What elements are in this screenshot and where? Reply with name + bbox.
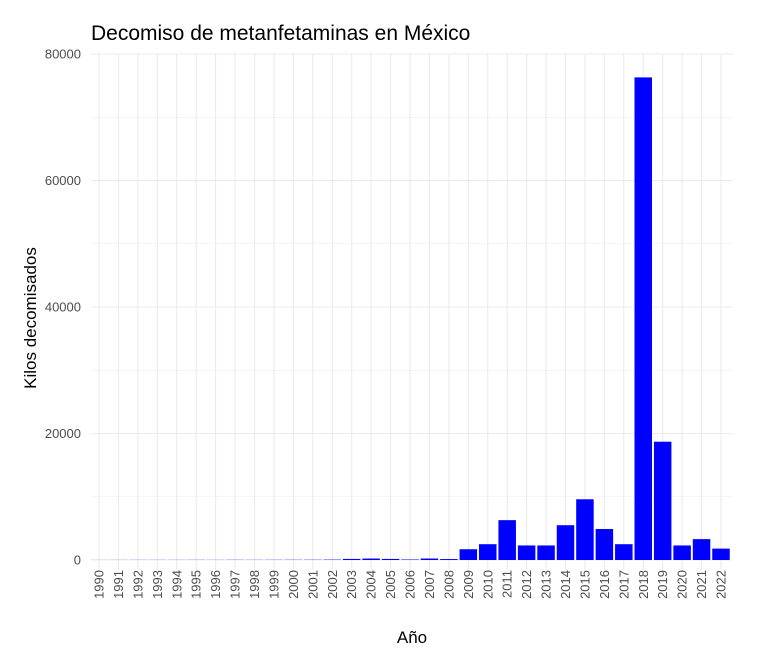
bar-2005 <box>381 558 400 560</box>
x-tick-label: 2001 <box>305 570 320 599</box>
x-tick-label: 2010 <box>480 570 495 599</box>
y-tick-label: 40000 <box>45 300 81 315</box>
bar-2017 <box>615 544 633 560</box>
x-tick-label: 2016 <box>597 570 612 599</box>
bar-2013 <box>537 545 555 560</box>
x-tick-label: 2005 <box>383 570 398 599</box>
bar-2007 <box>420 558 439 560</box>
bar-2003 <box>342 558 361 560</box>
bar-2016 <box>595 529 614 560</box>
bar-2014 <box>556 525 575 560</box>
x-tick-label: 1994 <box>169 570 184 599</box>
grid-lines <box>91 53 733 570</box>
x-tick-label: 1999 <box>266 570 281 599</box>
x-tick-label: 2022 <box>714 570 729 599</box>
bars <box>90 77 730 560</box>
x-tick-label: 1993 <box>150 570 165 599</box>
x-tick-label: 2017 <box>616 570 631 599</box>
bar-2010 <box>479 544 497 560</box>
x-tick-label: 2008 <box>441 570 456 599</box>
bar-2015 <box>576 499 594 560</box>
bar-2006 <box>401 559 419 560</box>
x-tick-label: 2013 <box>539 570 554 599</box>
y-axis-ticks: 0 20000 40000 60000 80000 <box>45 47 81 568</box>
x-tick-label: 2018 <box>636 570 651 599</box>
x-tick-label: 1995 <box>189 570 204 599</box>
y-tick-label: 0 <box>74 553 81 568</box>
bar-2018 <box>634 77 652 560</box>
x-tick-label: 2011 <box>500 570 515 598</box>
x-tick-label: 2012 <box>519 570 534 599</box>
y-tick-label: 80000 <box>45 47 81 62</box>
chart-title: Decomiso de metanfetaminas en México <box>91 22 470 45</box>
x-axis-ticks: 1990 1991 1992 1993 1994 1995 1996 1997 1998 1999… <box>92 570 729 599</box>
y-tick-label: 60000 <box>45 173 81 188</box>
y-axis-title: Kilos decomisados <box>21 247 40 389</box>
x-tick-label: 2006 <box>403 570 418 599</box>
bar-2011 <box>498 520 516 560</box>
bar-2008 <box>440 559 458 560</box>
x-tick-label: 2015 <box>577 570 592 599</box>
x-tick-label: 1992 <box>130 570 145 599</box>
x-tick-label: 2002 <box>325 570 340 599</box>
x-tick-label: 2007 <box>422 570 437 599</box>
x-tick-label: 2000 <box>286 570 301 599</box>
x-tick-label: 2004 <box>364 570 379 599</box>
bar-2020 <box>673 545 691 560</box>
x-tick-label: 2020 <box>675 570 690 599</box>
x-tick-label: 1996 <box>208 570 223 599</box>
bar-2022 <box>712 548 730 560</box>
bar-2009 <box>459 549 478 560</box>
x-tick-label: 2021 <box>694 570 709 599</box>
bar-2019 <box>653 441 672 560</box>
bar-2021 <box>692 539 711 560</box>
x-tick-label: 2009 <box>461 570 476 599</box>
x-tick-label: 2019 <box>655 570 670 599</box>
x-axis-title: Año <box>397 628 427 647</box>
bar-2012 <box>517 545 536 560</box>
x-tick-label: 1991 <box>111 570 126 599</box>
x-tick-label: 2014 <box>558 570 573 599</box>
x-tick-label: 1997 <box>228 570 243 599</box>
x-tick-label: 1998 <box>247 570 262 599</box>
x-tick-label: 2003 <box>344 570 359 599</box>
x-tick-label: 1990 <box>92 570 107 599</box>
y-tick-label: 20000 <box>45 426 81 441</box>
bar-2004 <box>362 558 380 560</box>
